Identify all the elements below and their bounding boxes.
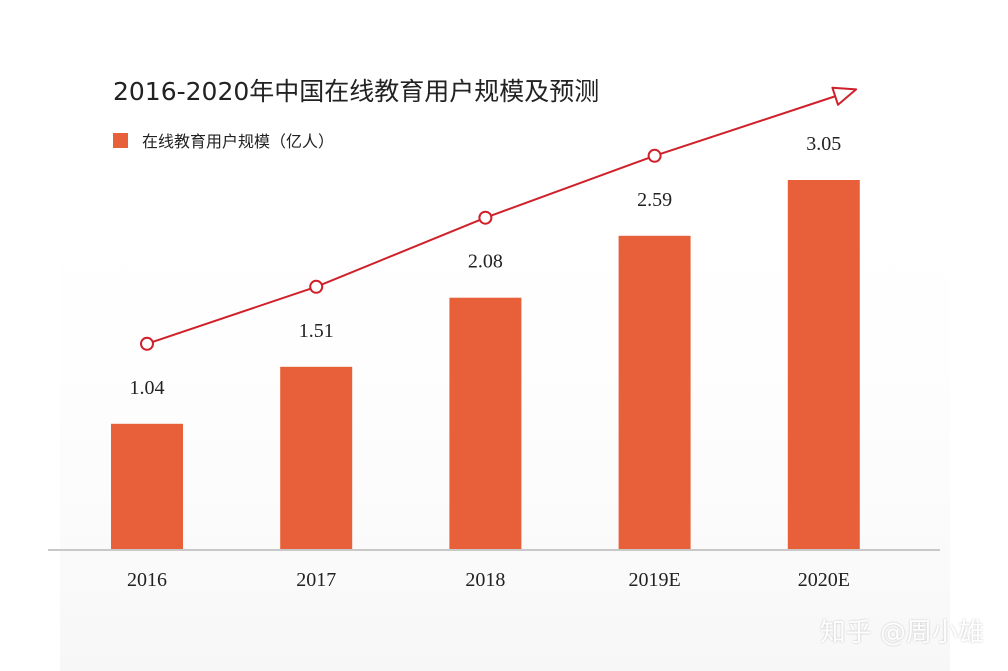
trend-arrowhead [831,86,858,106]
x-tick-label-2020E: 2020E [798,569,850,591]
bar-2017 [280,366,353,550]
bar-2016 [111,423,183,550]
data-label-2018: 2.08 [468,251,503,273]
x-tick-label-2016: 2016 [127,569,167,591]
x-tick-label-2018: 2018 [465,569,505,591]
data-label-2016: 1.04 [130,377,165,399]
watermark: 知乎 @周小雄 [819,618,984,648]
x-tick-label-2017: 2017 [296,569,336,591]
legend-swatch [113,132,128,148]
legend-label: 在线教育用户规模（亿人） [142,132,335,151]
bar-2019E [618,235,691,551]
trend-marker-2016 [140,336,154,351]
data-label-2020E: 3.05 [806,133,841,155]
x-tick-label-2019E: 2019E [628,569,680,591]
bar-2020E [787,180,860,550]
data-label-2017: 1.51 [299,320,334,342]
chart-title: 2016-2020年中国在线教育用户规模及预测 [113,77,600,106]
data-label-2019E: 2.59 [637,189,672,211]
bar-2018 [449,297,522,550]
legend: 在线教育用户规模（亿人） [113,128,334,152]
trend-marker-2019E [647,148,662,163]
trend-marker-2018 [478,210,493,225]
trend-marker-2017 [309,279,324,294]
